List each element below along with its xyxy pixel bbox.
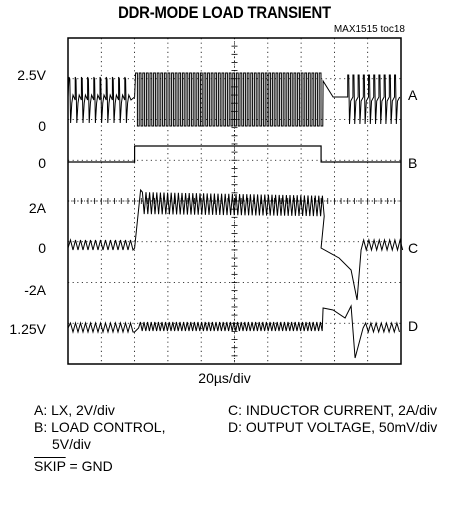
trace-d-output-voltage (67, 304, 400, 359)
level-label-a-2-5v: 2.5V (17, 67, 46, 83)
level-label-a-0: 0 (38, 118, 46, 134)
grid-lines (67, 37, 402, 365)
level-label-c-0: 0 (38, 240, 46, 256)
legend-a: A: LX, 2V/div (34, 402, 115, 418)
figure-id: MAX1515 toc18 (333, 24, 405, 35)
chart-title: DDR-MODE LOAD TRANSIENT (118, 4, 331, 22)
legend-d: D: OUTPUT VOLTAGE, 50mV/div (228, 419, 438, 435)
trace-label-a: A (408, 87, 418, 103)
trace-a-lx (67, 72, 401, 127)
legend-b-line2: 5V/div (52, 436, 91, 452)
timebase-label: 20µs/div (198, 370, 251, 386)
trace-label-c: C (408, 240, 419, 256)
traces (67, 72, 404, 359)
trace-c-inductor-current (67, 188, 404, 301)
skip-rest: = GND (65, 458, 113, 474)
level-label-c-2a: 2A (28, 200, 46, 216)
trace-label-d: D (408, 318, 419, 334)
legend-skip: SKIP = GND (34, 458, 113, 475)
level-label-c-minus-2a: -2A (24, 282, 46, 298)
level-label-b-0: 0 (38, 155, 46, 171)
trace-label-b: B (408, 155, 418, 171)
skip-word: SKIP (34, 458, 66, 474)
level-label-d-1-25v: 1.25V (9, 321, 46, 337)
legend-b-line1: B: LOAD CONTROL, (34, 419, 166, 435)
trace-b-load-control (68, 145, 401, 163)
legend-c: C: INDUCTOR CURRENT, 2A/div (228, 402, 437, 418)
